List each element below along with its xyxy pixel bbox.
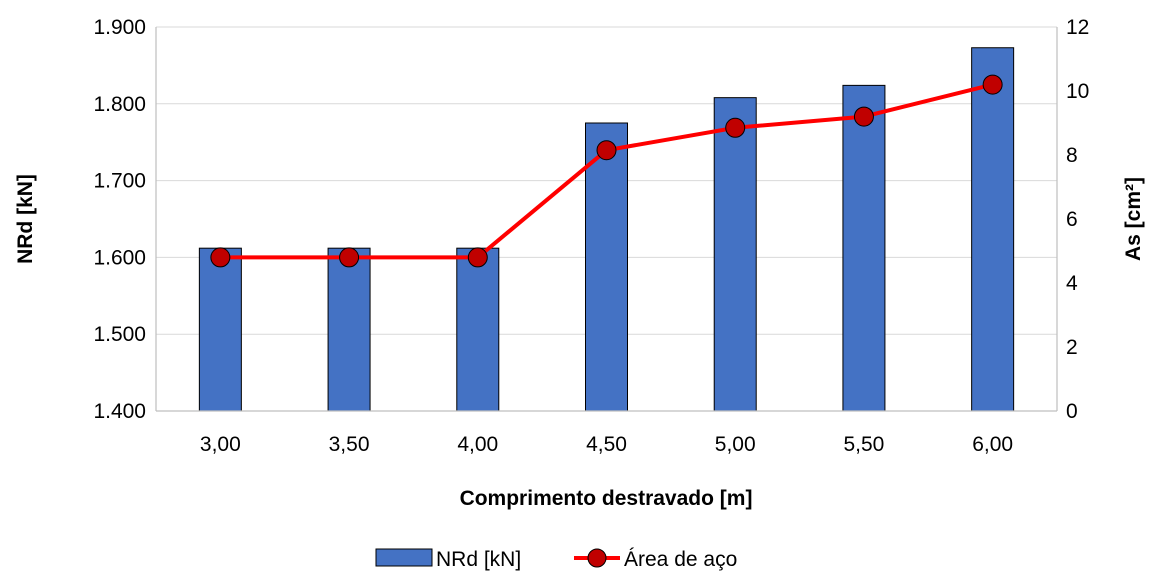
bar-series [198,47,1015,412]
y-left-tick-label: 1.800 [93,93,146,116]
y-right-tick-label: 0 [1066,400,1078,423]
y-left-tick-label: 1.900 [93,16,146,39]
y-right-tick-label: 10 [1066,80,1089,103]
x-tick-label: 3,00 [200,433,241,456]
legend-bar-swatch [375,548,433,567]
y-axis-left-title: NRd [kN] [14,174,37,264]
line-marker [210,247,231,268]
x-tick-label: 5,00 [715,433,756,456]
legend-line-label: Área de aço [624,548,737,571]
line-marker [853,106,874,127]
axes [155,27,1058,412]
line-marker [596,140,617,161]
y-right-tick-label: 4 [1066,272,1078,295]
line-marker [982,74,1003,95]
legend-marker-swatch [587,548,607,568]
y-axis-right-title: As [cm²] [1122,177,1145,261]
tick-labels: 1.400 1.500 1.600 1.700 1.800 1.900 0 2 4 6 8 10 12 3… [93,16,1089,456]
x-tick-label: 4,50 [586,433,627,456]
bar [585,122,628,412]
y-left-tick-label: 1.700 [93,170,146,193]
line-series [210,74,1003,268]
y-right-tick-label: 2 [1066,336,1078,359]
line-marker [467,247,488,268]
y-right-tick-label: 12 [1066,16,1089,39]
bar [198,247,242,412]
line-marker [339,247,360,268]
x-tick-label: 6,00 [972,433,1013,456]
bar [327,247,371,412]
line-marker [725,117,746,138]
x-tick-label: 5,50 [843,433,884,456]
bar [842,84,886,412]
bar [971,47,1015,412]
x-tick-label: 3,50 [329,433,370,456]
y-right-tick-label: 6 [1066,208,1078,231]
bar [713,97,757,412]
x-tick-label: 4,00 [457,433,498,456]
y-left-tick-label: 1.600 [93,246,146,269]
x-axis-title: Comprimento destravado [m] [460,487,753,510]
legend-bar-label: NRd [kN] [436,548,521,571]
bar [456,247,500,412]
y-left-tick-label: 1.500 [93,323,146,346]
y-right-tick-label: 8 [1066,144,1078,167]
y-left-tick-label: 1.400 [93,400,146,423]
legend: NRd [kN] Área de aço [375,548,737,571]
